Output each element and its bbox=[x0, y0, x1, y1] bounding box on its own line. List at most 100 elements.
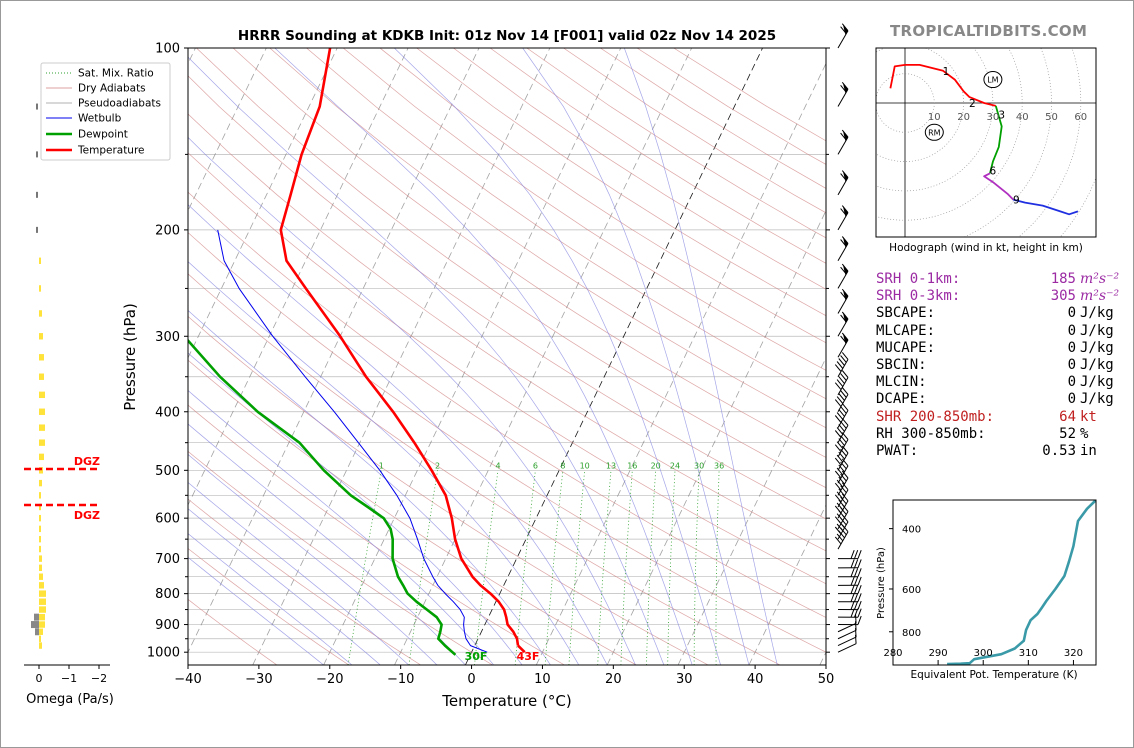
barb-feather bbox=[836, 523, 844, 532]
barb-feather bbox=[838, 499, 845, 508]
omega-bar-rising bbox=[39, 503, 41, 511]
hodo-ring-label: 60 bbox=[1074, 112, 1087, 123]
dry-adiabat bbox=[188, 598, 278, 665]
dry-adiabat bbox=[196, 48, 826, 489]
moist-adiabat bbox=[188, 261, 580, 665]
dry-adiabat bbox=[188, 450, 493, 665]
barb-feather bbox=[834, 505, 842, 514]
omega-tick-label-0: 0 bbox=[36, 672, 43, 685]
x-tick-label--10: −10 bbox=[387, 672, 414, 687]
y-tick-label-800: 800 bbox=[155, 587, 180, 602]
mixing-ratio-label: 6 bbox=[533, 461, 538, 470]
dry-adiabat bbox=[188, 315, 709, 665]
barb-feather bbox=[834, 364, 842, 372]
hodograph-caption: Hodograph (wind in kt, height in km) bbox=[889, 242, 1083, 254]
stat-row: SRH 0-1km: 185 m²s⁻² bbox=[876, 271, 1119, 288]
omega-bar-rising bbox=[39, 582, 44, 589]
omega-bar-rising bbox=[39, 598, 46, 605]
stat-label: MUCAPE: bbox=[876, 339, 936, 356]
omega-bar-upper bbox=[36, 151, 38, 158]
legend-dewpoint-label: Dewpoint bbox=[78, 129, 128, 141]
wind-barb bbox=[837, 550, 862, 560]
y-tick-label-700: 700 bbox=[155, 552, 180, 567]
wind-barb bbox=[837, 593, 862, 603]
hodo-segment bbox=[983, 172, 1015, 201]
wind-barb bbox=[837, 608, 862, 618]
barb-feather bbox=[850, 593, 855, 602]
wind-barb bbox=[834, 387, 849, 413]
barb-feather bbox=[838, 358, 845, 366]
barb-feather bbox=[854, 568, 859, 577]
barb-pennant bbox=[842, 83, 848, 94]
stat-value: 64 bbox=[1059, 408, 1076, 425]
hodograph-frame bbox=[875, 47, 1097, 238]
moist-adiabat bbox=[188, 556, 324, 665]
hodo-height-label: 9 bbox=[1013, 195, 1020, 207]
theta-x-tick-label: 320 bbox=[1064, 648, 1083, 659]
moist-adiabat bbox=[188, 453, 438, 665]
barb-feather bbox=[841, 370, 849, 378]
theta-x-tick-label: 300 bbox=[974, 648, 993, 659]
x-tick-label-40: 40 bbox=[747, 672, 764, 687]
barb-feather bbox=[834, 382, 842, 390]
wind-barb bbox=[837, 559, 862, 569]
wind-barb bbox=[834, 470, 849, 496]
omega-bar-rising bbox=[39, 545, 41, 553]
omega-bar-rising bbox=[39, 621, 45, 628]
hodo-segment bbox=[889, 64, 997, 107]
barb-pennant bbox=[842, 130, 848, 142]
omega-bar-rising bbox=[39, 564, 42, 572]
omega-bar-rising bbox=[39, 257, 41, 264]
barb-shaft bbox=[837, 629, 857, 640]
stat-value: 185 bbox=[1050, 271, 1076, 287]
mixing-ratio-label: 30 bbox=[694, 461, 704, 470]
mixing-ratio-line bbox=[568, 470, 586, 665]
hodo-ring bbox=[963, 48, 1052, 237]
barb-feather bbox=[857, 568, 862, 577]
hodo-segment bbox=[1013, 198, 1079, 216]
stat-row: SBCAPE: 0 J/kg bbox=[876, 305, 1119, 322]
barb-feather bbox=[857, 585, 862, 594]
barb-feather bbox=[836, 427, 844, 435]
temperature-surface-stub bbox=[517, 644, 526, 654]
y-tick-label-300: 300 bbox=[155, 330, 180, 345]
stat-row: MLCAPE: 0 J/kg bbox=[876, 323, 1119, 340]
barb-pennant bbox=[842, 24, 848, 35]
dry-adiabat bbox=[306, 48, 826, 400]
moist-adiabat bbox=[188, 136, 636, 665]
moist-adiabat bbox=[188, 508, 381, 665]
barb-feather bbox=[850, 600, 855, 610]
stat-label: RH 300-850mb: bbox=[876, 425, 986, 442]
moist-adiabat bbox=[188, 423, 466, 665]
moist-adiabat bbox=[274, 48, 693, 665]
wind-barb bbox=[837, 585, 862, 595]
moist-adiabat bbox=[188, 533, 353, 665]
dry-adiabat bbox=[188, 232, 826, 653]
omega-bar-rising bbox=[39, 479, 42, 487]
stat-value: 0 bbox=[1067, 322, 1076, 339]
x-tick-label-10: 10 bbox=[534, 672, 551, 687]
stat-row: MUCAPE: 0 J/kg bbox=[876, 340, 1119, 357]
stat-label: SHR 200-850mb: bbox=[876, 408, 995, 425]
x-tick-label-50: 50 bbox=[818, 672, 835, 687]
stat-unit: J/kg bbox=[1080, 391, 1114, 408]
omega-bar-rising bbox=[39, 285, 41, 292]
omega-bar-sinking bbox=[34, 613, 39, 621]
dry-adiabat bbox=[188, 113, 826, 552]
skewt-ylabel: Pressure (hPa) bbox=[121, 303, 139, 411]
moist-adiabat bbox=[522, 48, 750, 665]
mixing-ratio-line bbox=[715, 470, 720, 665]
barb-pennant bbox=[842, 171, 848, 182]
barb-feather bbox=[854, 550, 859, 559]
barb-feather bbox=[855, 614, 857, 624]
barb-feather bbox=[834, 457, 842, 466]
wind-barb bbox=[837, 288, 849, 314]
mixing-ratio-line bbox=[514, 470, 536, 665]
barb-feather bbox=[836, 412, 844, 420]
dry-adiabat bbox=[379, 48, 826, 344]
barb-feather bbox=[854, 559, 859, 568]
hodo-lm-label: LM bbox=[987, 76, 998, 85]
theta-e-ylabel: Pressure (hPa) bbox=[876, 547, 887, 619]
barb-feather bbox=[857, 608, 862, 618]
